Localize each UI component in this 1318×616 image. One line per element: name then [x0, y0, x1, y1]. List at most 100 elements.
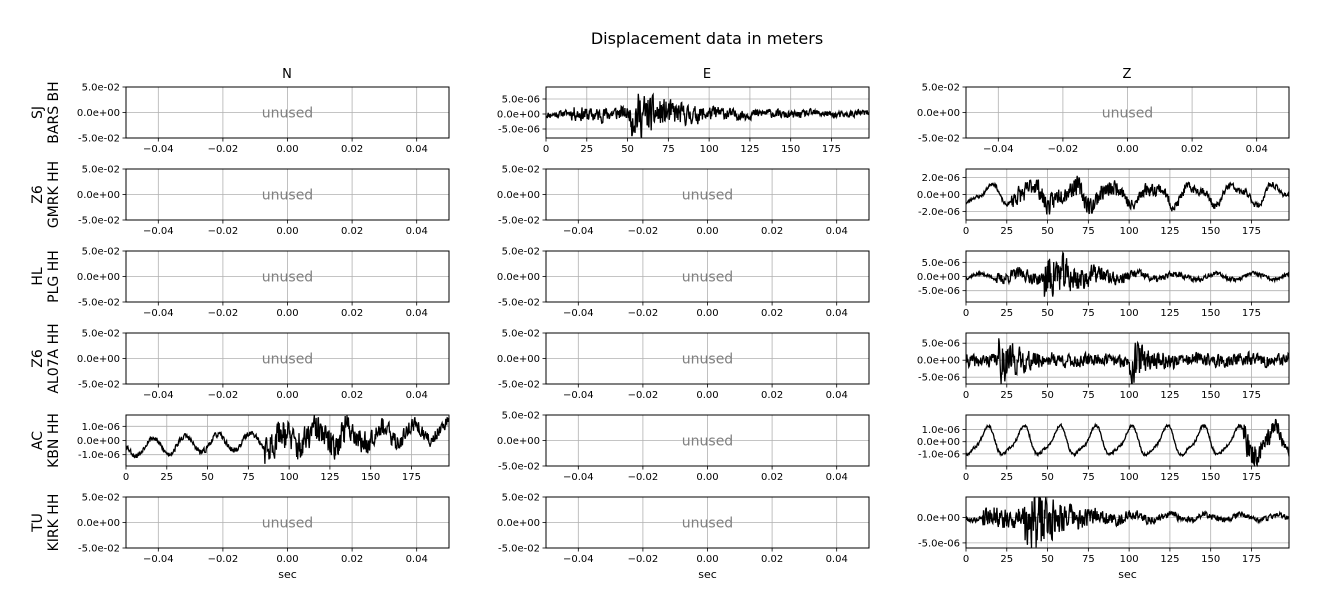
x-tick-label: 75 — [1082, 472, 1095, 483]
x-axis-label: sec — [698, 568, 717, 581]
x-tick-label: 0.02 — [341, 144, 363, 155]
unused-label: unused — [262, 106, 313, 122]
row-label-network: TU — [30, 513, 46, 533]
x-tick-label: −0.02 — [628, 390, 659, 401]
x-tick-label: 150 — [1201, 226, 1220, 237]
waveform-trace — [965, 251, 1290, 297]
column-title-n: N — [282, 67, 292, 82]
x-tick-label: 100 — [700, 144, 719, 155]
x-tick-label: 100 — [1120, 472, 1139, 483]
panel-n-row-3: unused −0.04 −0.02 0.00 0.02 0.04 5.0e-02 0.0e+… — [77, 247, 450, 319]
x-tick-label: 25 — [160, 472, 173, 483]
x-tick-label: −0.04 — [143, 308, 174, 319]
x-tick-label: 0.00 — [696, 472, 718, 483]
x-tick-label: 175 — [822, 144, 841, 155]
y-tick-label: -5.0e-02 — [498, 544, 540, 555]
panel-z-row-3: 0 25 50 75 100 125 150 175 5.0e-06 0.0e+00 -5.0e-0… — [917, 250, 1290, 319]
y-tick-label: 0.0e+00 — [77, 354, 120, 365]
y-tick-label: 0.0e+00 — [917, 437, 960, 448]
unused-label: unused — [682, 188, 733, 204]
x-axis-label: sec — [278, 568, 297, 581]
x-tick-label: 25 — [1000, 554, 1013, 565]
x-tick-label: 175 — [1242, 554, 1261, 565]
y-tick-label: 5.0e-02 — [82, 165, 120, 176]
x-tick-label: −0.04 — [983, 144, 1014, 155]
x-tick-label: 175 — [1242, 472, 1261, 483]
panel-n-row-1: unused −0.04 −0.02 0.00 0.02 0.04 5.0e-02 0.0e+… — [77, 83, 450, 155]
row-label-station: KBN HH — [46, 413, 62, 468]
panel-z-row-5: 0 25 50 75 100 125 150 175 1.0e-060.0e+00-1.0e-0… — [917, 414, 1290, 483]
row-label-station: BARS BH — [46, 81, 62, 143]
panel-frame — [965, 332, 1290, 385]
y-tick-label: 1.0e-06 — [82, 422, 120, 433]
y-tick-label: 0.0e+00 — [497, 110, 540, 121]
x-tick-label: 50 — [1041, 472, 1054, 483]
x-tick-label: 25 — [580, 144, 593, 155]
x-tick-label: 100 — [280, 472, 299, 483]
y-tick-label: 2.0e-06 — [922, 173, 960, 184]
x-tick-label: 50 — [1041, 390, 1054, 401]
y-tick-label: 5.0e-02 — [502, 165, 540, 176]
x-tick-label: 50 — [201, 472, 214, 483]
column-title-z: Z — [1123, 67, 1132, 82]
x-tick-label: 75 — [1082, 226, 1095, 237]
y-tick-label: 0.0e+00 — [917, 108, 960, 119]
panel-z-row-6: 0 25 50 75 100 125 150 175 0.0e+00 -5.0e-06 sec — [917, 496, 1290, 581]
unused-label: unused — [262, 188, 313, 204]
x-tick-label: 0 — [963, 308, 969, 319]
y-tick-label: 0.0e+00 — [917, 190, 960, 201]
x-tick-label: 0.02 — [1181, 144, 1203, 155]
unused-label: unused — [262, 270, 313, 286]
x-tick-label: 125 — [1160, 472, 1179, 483]
x-tick-label: 150 — [781, 144, 800, 155]
x-tick-label: 75 — [242, 472, 255, 483]
x-tick-label: 0.04 — [826, 472, 848, 483]
y-tick-label: -5.0e-02 — [918, 134, 960, 145]
x-tick-label: 0.02 — [761, 472, 783, 483]
x-tick-label: −0.04 — [143, 554, 174, 565]
y-tick-label: 5.0e-02 — [502, 247, 540, 258]
x-tick-label: 25 — [1000, 472, 1013, 483]
x-tick-label: 150 — [1201, 472, 1220, 483]
y-tick-label: -1.0e-06 — [78, 450, 120, 461]
y-tick-label: -5.0e-02 — [498, 298, 540, 309]
x-tick-label: 0.02 — [761, 390, 783, 401]
x-tick-label: −0.02 — [628, 308, 659, 319]
x-tick-label: 0.02 — [341, 554, 363, 565]
row-label-station: KIRK HH — [46, 494, 62, 552]
y-tick-label: -5.0e-02 — [498, 462, 540, 473]
y-tick-label: 5.0e-02 — [82, 329, 120, 340]
column-title-e: E — [703, 67, 711, 82]
row-label-station: AL07A HH — [46, 323, 62, 393]
y-tick-label: 5.0e-02 — [82, 83, 120, 94]
y-tick-label: 0.0e+00 — [497, 436, 540, 447]
x-tick-label: 0.02 — [761, 308, 783, 319]
row-label-network: Z6 — [30, 349, 46, 368]
x-tick-label: 0.04 — [826, 390, 848, 401]
panel-e-row-3: unused −0.04 −0.02 0.00 0.02 0.04 5.0e-02 0.0e+… — [497, 247, 870, 319]
y-tick-label: 5.0e-02 — [502, 493, 540, 504]
y-tick-label: 0.0e+00 — [77, 518, 120, 529]
x-tick-label: 0 — [963, 554, 969, 565]
y-tick-label: 0.0e+00 — [77, 436, 120, 447]
unused-label: unused — [682, 352, 733, 368]
x-tick-label: 75 — [1082, 390, 1095, 401]
x-tick-label: −0.02 — [208, 554, 239, 565]
x-tick-label: 0 — [963, 390, 969, 401]
x-tick-label: 150 — [1201, 554, 1220, 565]
x-tick-label: −0.04 — [143, 226, 174, 237]
x-tick-label: −0.02 — [628, 472, 659, 483]
x-tick-label: −0.04 — [563, 390, 594, 401]
y-tick-label: 0.0e+00 — [917, 272, 960, 283]
panel-e-row-5: unused −0.04 −0.02 0.00 0.02 0.04 5.0e-02 0.0e+… — [497, 411, 870, 483]
panel-e-row-1: 0 25 50 75 100 125 150 175 5.0e-06 0.0e+00 -5.0e-0… — [497, 86, 870, 155]
panel-n-row-4: unused −0.04 −0.02 0.00 0.02 0.04 5.0e-02 0.0e+… — [77, 329, 450, 401]
x-tick-label: 0.02 — [761, 554, 783, 565]
row-label-station: PLG HH — [46, 250, 62, 303]
panel-n-row-5: 0 25 50 75 100 125 150 175 1.0e-06 0.0e+00 -1.0e-0… — [77, 414, 450, 483]
y-tick-label: -1.0e-06 — [918, 449, 960, 460]
x-tick-label: 50 — [1041, 226, 1054, 237]
y-tick-label: 0.0e+00 — [497, 272, 540, 283]
x-tick-label: 125 — [740, 144, 759, 155]
x-tick-label: 0.00 — [1116, 144, 1138, 155]
